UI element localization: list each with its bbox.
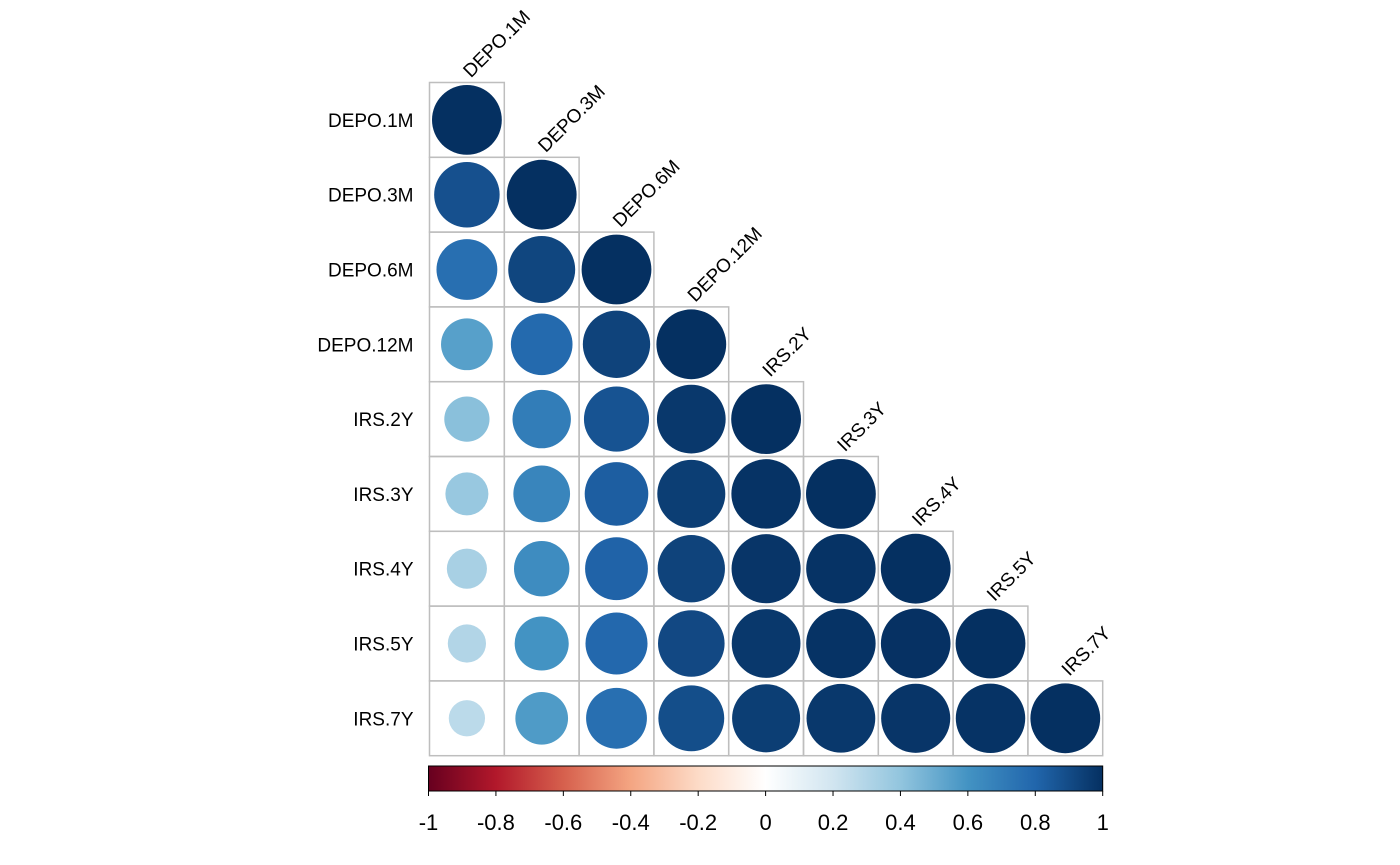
correlation-circle-IRS.7Y-DEPO.1M: [448, 700, 486, 737]
correlation-circle-IRS.5Y-DEPO.1M: [447, 624, 487, 663]
row-label: DEPO.3M: [328, 186, 414, 207]
correlation-circle-IRS.3Y-IRS.2Y: [731, 459, 801, 529]
correlation-circle-IRS.2Y-DEPO.1M: [444, 396, 490, 442]
color-legend-tick-label: -0.4: [612, 810, 650, 835]
color-legend-bar: [428, 765, 1104, 792]
row-label: IRS.2Y: [353, 410, 414, 431]
correlation-circle-IRS.7Y-IRS.4Y: [881, 683, 951, 753]
correlation-circle-IRS.7Y-IRS.7Y: [1030, 683, 1101, 754]
column-label: IRS.4Y: [908, 473, 966, 531]
correlation-circle-DEPO.12M-DEPO.12M: [656, 309, 727, 380]
color-legend-tick-label: -0.6: [544, 810, 582, 835]
correlation-circle-IRS.3Y-DEPO.3M: [513, 465, 571, 523]
row-label: IRS.4Y: [353, 560, 414, 581]
row-label: DEPO.6M: [328, 261, 414, 282]
row-label: DEPO.1M: [328, 111, 414, 132]
correlation-circle-IRS.7Y-DEPO.3M: [515, 691, 569, 745]
correlation-circle-IRS.5Y-IRS.2Y: [731, 609, 801, 678]
correlation-circle-IRS.7Y-DEPO.6M: [586, 687, 647, 749]
column-label: IRS.2Y: [759, 324, 817, 382]
correlation-circle-IRS.3Y-DEPO.1M: [445, 472, 489, 516]
column-label: DEPO.6M: [609, 156, 684, 231]
correlation-circle-DEPO.3M-DEPO.1M: [434, 161, 500, 228]
column-label: IRS.7Y: [1058, 623, 1116, 681]
correlation-circle-IRS.7Y-IRS.3Y: [806, 683, 876, 753]
correlation-circle-DEPO.3M-DEPO.3M: [506, 159, 577, 230]
column-label: IRS.5Y: [983, 548, 1041, 606]
correlation-circle-DEPO.12M-DEPO.6M: [582, 310, 651, 378]
correlation-circles: [432, 85, 1101, 754]
color-legend-tick-label: 0.6: [953, 810, 984, 835]
correlation-circle-IRS.4Y-IRS.2Y: [731, 534, 801, 604]
correlation-circle-IRS.2Y-DEPO.12M: [656, 384, 726, 454]
correlation-circle-IRS.4Y-DEPO.3M: [513, 540, 570, 597]
color-legend-tick-label: -1: [419, 810, 439, 835]
column-label: IRS.3Y: [834, 398, 892, 456]
row-label: IRS.5Y: [353, 635, 414, 656]
correlation-circle-IRS.7Y-DEPO.12M: [658, 685, 725, 752]
correlation-circle-IRS.2Y-IRS.2Y: [731, 384, 801, 454]
row-labels: DEPO.1M DEPO.3M DEPO.6M DEPO.12M IRS.2Y IRS.3…: [317, 111, 413, 730]
correlation-circle-IRS.3Y-IRS.3Y: [806, 459, 876, 529]
correlation-circle-IRS.5Y-DEPO.12M: [658, 610, 725, 677]
correlation-circle-DEPO.6M-DEPO.6M: [581, 234, 652, 305]
correlation-circle-IRS.5Y-IRS.3Y: [806, 608, 876, 679]
matrix-cell: [1027, 680, 1104, 757]
correlation-circle-DEPO.6M-DEPO.3M: [508, 236, 576, 303]
color-legend-tick-label: 0.2: [818, 810, 849, 835]
correlation-circle-DEPO.6M-DEPO.1M: [436, 239, 498, 300]
color-legend-ticks: -1 -0.8 -0.6 -0.4 -0.2 0 0.2 0.4 0.6 0.8 1: [419, 791, 1109, 835]
color-legend-tick-label: 0.8: [1020, 810, 1051, 835]
correlation-circle-IRS.5Y-IRS.5Y: [955, 608, 1026, 679]
correlation-circle-IRS.3Y-DEPO.6M: [584, 462, 649, 526]
correlation-circle-IRS.4Y-IRS.4Y: [880, 533, 951, 604]
row-label: IRS.7Y: [353, 709, 414, 730]
color-legend-tick-label: -0.2: [679, 810, 717, 835]
color-legend-tick-label: 0.4: [885, 810, 916, 835]
correlation-circle-IRS.4Y-DEPO.1M: [446, 548, 487, 589]
correlation-circle-IRS.7Y-IRS.2Y: [732, 684, 801, 753]
correlation-circle-IRS.2Y-DEPO.6M: [583, 386, 650, 452]
correlation-circle-IRS.4Y-DEPO.6M: [585, 537, 648, 601]
column-label: DEPO.12M: [684, 224, 767, 307]
color-legend-tick-label: 0: [759, 810, 771, 835]
correlation-circle-IRS.2Y-DEPO.3M: [512, 389, 571, 449]
correlation-circle-IRS.7Y-IRS.5Y: [955, 683, 1026, 754]
correlation-circle-IRS.4Y-DEPO.12M: [657, 535, 725, 603]
color-legend-tick-label: 1: [1097, 810, 1109, 835]
correlation-circle-DEPO.12M-DEPO.1M: [441, 318, 493, 371]
color-legend: -1 -0.8 -0.6 -0.4 -0.2 0 0.2 0.4 0.6 0.8 1: [419, 765, 1109, 835]
correlation-circle-IRS.3Y-DEPO.12M: [657, 459, 726, 528]
row-label: IRS.3Y: [353, 485, 414, 506]
column-label: DEPO.1M: [460, 7, 535, 82]
correlation-circle-IRS.5Y-DEPO.3M: [514, 616, 569, 671]
correlation-circle-IRS.4Y-IRS.3Y: [806, 533, 876, 604]
column-label: DEPO.3M: [534, 82, 609, 157]
correlation-circle-DEPO.12M-DEPO.3M: [510, 313, 573, 376]
color-legend-tick-label: -0.8: [477, 810, 515, 835]
matrix-cells: [428, 81, 1104, 757]
correlation-circle-IRS.5Y-IRS.4Y: [880, 608, 951, 679]
correlation-circle-DEPO.1M-DEPO.1M: [432, 85, 502, 155]
correlation-circle-IRS.5Y-DEPO.6M: [585, 612, 648, 675]
row-label: DEPO.12M: [317, 335, 413, 356]
